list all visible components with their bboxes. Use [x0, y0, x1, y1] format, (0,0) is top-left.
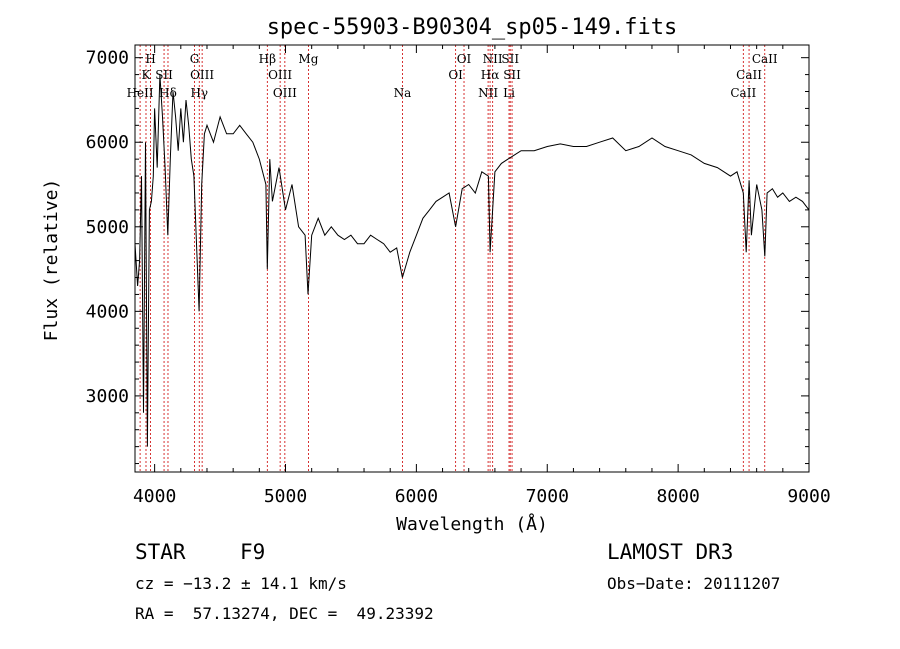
emission-line-labels: KHHeIISIIHδGOIIIHγHβOIIIOIIIMgNaOIOINIIN… [127, 52, 778, 100]
line-label: NII [478, 86, 498, 100]
x-tick-label: 4000 [133, 486, 176, 507]
coordinates: RA = 57.13274, DEC = 49.23392 [135, 604, 434, 623]
y-tick-label: 6000 [86, 132, 129, 153]
line-label: H [145, 52, 155, 66]
x-axis-label: Wavelength (Å) [396, 513, 548, 535]
line-label: Li [503, 86, 515, 100]
x-tick-label: 6000 [395, 486, 438, 507]
line-label: Hγ [190, 86, 208, 100]
plot-frame [134, 44, 810, 473]
redshift-text: cz = −13.2 ± 14.1 km/s [135, 574, 347, 593]
line-label: CaII [736, 68, 762, 82]
x-tick-label: 7000 [526, 486, 569, 507]
line-label: Na [394, 86, 412, 100]
line-label: OI [457, 52, 472, 66]
y-tick-label: 7000 [86, 48, 129, 69]
y-tick-label: 5000 [86, 217, 129, 238]
line-label: OIII [268, 68, 292, 82]
line-label: SII [503, 68, 521, 82]
x-tick-label: 9000 [787, 486, 830, 507]
y-axis-label: Flux (relative) [41, 179, 62, 342]
object-class: STAR [135, 540, 186, 564]
line-label: CaII [730, 86, 756, 100]
line-label: SII [155, 68, 173, 82]
y-tick-label: 3000 [86, 386, 129, 407]
x-axis-ticks: 4000 5000 6000 7000 8000 9000 [133, 45, 831, 507]
line-label: Mg [298, 52, 318, 66]
line-label: HeII [127, 86, 154, 100]
line-label: Hβ [259, 52, 276, 66]
subclass: F9 [240, 540, 266, 564]
x-tick-label: 8000 [656, 486, 699, 507]
emission-line-markers [139, 45, 766, 472]
line-label: OIII [273, 86, 297, 100]
line-label: SII [501, 52, 519, 66]
line-label: CaII [752, 52, 778, 66]
y-axis-ticks: 3000 4000 5000 6000 7000 [86, 48, 809, 465]
chart-title: spec-55903-B90304_sp05-149.fits [267, 15, 678, 40]
survey-name: LAMOST DR3 [607, 540, 734, 564]
obs-date: Obs−Date: 20111207 [607, 574, 781, 593]
y-tick-label: 4000 [86, 301, 129, 322]
line-label: OI [448, 68, 463, 82]
line-label: OIII [190, 68, 214, 82]
line-label: G [190, 52, 200, 66]
x-tick-label: 5000 [264, 486, 307, 507]
line-label: Hα [481, 68, 500, 82]
line-label: K [142, 68, 152, 82]
spectrum-series [134, 74, 810, 447]
line-label: NII [483, 52, 503, 66]
